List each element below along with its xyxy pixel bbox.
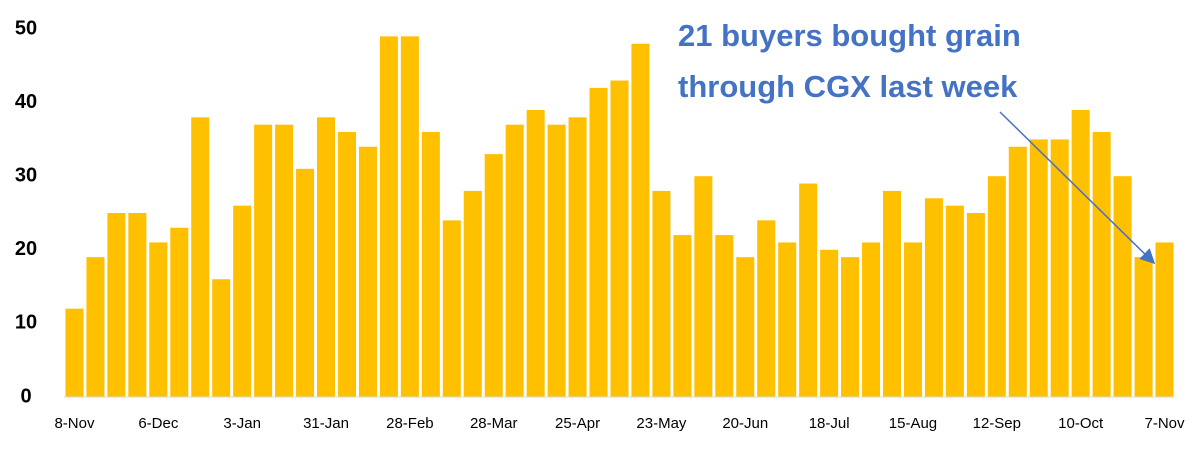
- bar: [358, 146, 377, 397]
- x-tick-label: 28-Feb: [386, 415, 434, 432]
- bar: [337, 132, 357, 398]
- x-tick-label: 8-Nov: [54, 415, 95, 432]
- bar: [966, 213, 985, 397]
- y-tick-label: 20: [15, 238, 37, 260]
- y-tick-label: 40: [15, 91, 37, 113]
- x-tick-label: 15-Aug: [889, 415, 937, 432]
- bar: [107, 213, 126, 397]
- bar: [526, 109, 545, 398]
- bar: [1113, 176, 1132, 397]
- bar: [1050, 139, 1069, 397]
- bar: [296, 168, 315, 397]
- y-tick-label: 10: [15, 312, 37, 334]
- bar: [379, 36, 398, 398]
- bar: [86, 257, 105, 397]
- bar: [652, 190, 671, 397]
- x-tick-label: 3-Jan: [223, 415, 261, 432]
- bar: [841, 257, 860, 397]
- x-tick-label: 6-Dec: [138, 415, 179, 432]
- bar: [400, 36, 419, 398]
- bar: [65, 308, 84, 397]
- bar: [463, 190, 482, 397]
- bar: [715, 235, 734, 397]
- bar: [191, 117, 210, 397]
- x-tick-label: 18-Jul: [809, 415, 850, 432]
- bar: [442, 220, 461, 397]
- bar: [1008, 146, 1027, 397]
- bar: [1092, 132, 1111, 398]
- bar: [317, 117, 336, 397]
- bar: [736, 257, 755, 397]
- x-tick-label: 12-Sep: [973, 415, 1021, 432]
- x-tick-label: 25-Apr: [555, 415, 600, 432]
- x-tick-label: 20-Jun: [722, 415, 768, 432]
- bar: [924, 198, 943, 397]
- bar: [757, 220, 776, 397]
- bar: [170, 227, 189, 397]
- bar: [694, 176, 713, 397]
- bar: [589, 87, 608, 397]
- bar: [568, 117, 587, 397]
- bar: [903, 242, 922, 397]
- bar: [778, 242, 797, 397]
- bar: [275, 124, 294, 398]
- bar: [149, 242, 168, 397]
- bar: [128, 213, 147, 397]
- bar: [421, 132, 440, 398]
- bar: [610, 80, 629, 398]
- bar: [547, 124, 566, 398]
- bar: [1029, 139, 1048, 397]
- x-tick-label: 28-Mar: [470, 415, 518, 432]
- bar: [799, 183, 818, 397]
- bar: [882, 190, 902, 397]
- x-tick-label: 7-Nov: [1145, 415, 1186, 432]
- annotation-arrow: [999, 111, 1156, 265]
- y-tick-label: 0: [20, 385, 31, 407]
- annotation: 21 buyers bought grain: [678, 18, 1021, 53]
- x-tick-label: 23-May: [636, 415, 687, 432]
- bar: [631, 43, 650, 397]
- annotation: through CGX last week: [678, 69, 1018, 104]
- x-tick-label: 31-Jan: [303, 415, 349, 432]
- bar: [484, 154, 503, 397]
- bar: [505, 124, 524, 398]
- bar: [254, 124, 273, 398]
- y-tick-label: 50: [15, 17, 37, 39]
- bar: [945, 205, 964, 397]
- bar: [987, 176, 1006, 397]
- bar: [233, 205, 252, 397]
- bar: [1071, 109, 1090, 398]
- y-tick-label: 30: [15, 164, 37, 186]
- x-tick-label: 10-Oct: [1058, 415, 1104, 432]
- bar: [862, 242, 881, 397]
- bar: [1155, 242, 1174, 397]
- bar: [820, 249, 839, 397]
- bar: [212, 279, 231, 397]
- bar: [673, 235, 692, 397]
- bar: [1134, 257, 1153, 397]
